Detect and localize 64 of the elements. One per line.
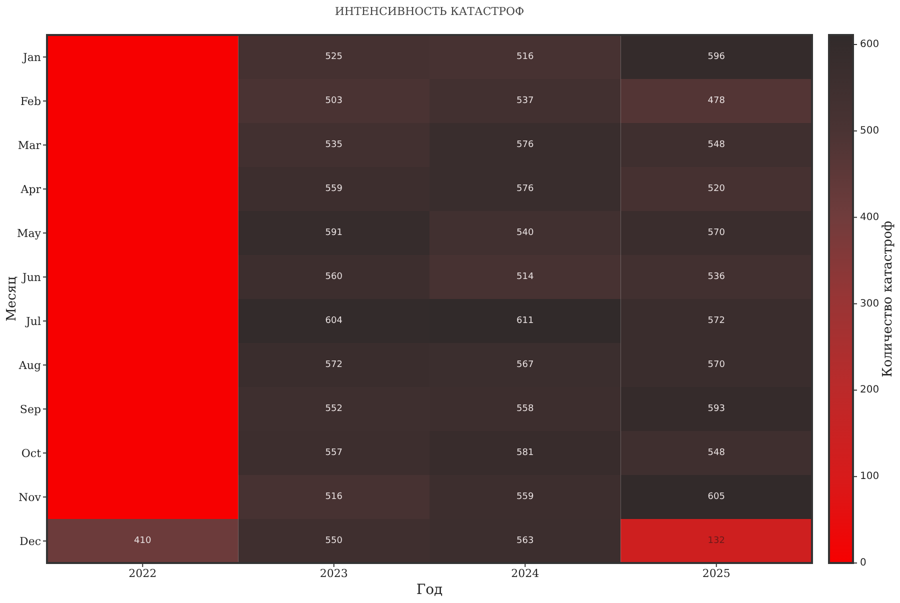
data-label: 548 bbox=[708, 140, 726, 150]
color-bar-label: 100 bbox=[860, 471, 880, 482]
y-tick-label: Sep bbox=[20, 402, 41, 416]
data-label: 570 bbox=[708, 228, 726, 238]
data-label: 591 bbox=[325, 228, 342, 238]
x-tick-label: 2023 bbox=[320, 566, 348, 580]
data-label: 537 bbox=[516, 96, 534, 106]
data-label: 410 bbox=[134, 536, 152, 546]
color-bar-label: 200 bbox=[860, 384, 880, 396]
data-label: 576 bbox=[516, 184, 534, 194]
data-label: 581 bbox=[516, 448, 534, 458]
y-tick-label: Jan bbox=[22, 50, 41, 64]
data-label: 604 bbox=[325, 316, 343, 326]
y-tick-label: Oct bbox=[21, 446, 42, 460]
data-label: 567 bbox=[516, 360, 534, 370]
y-tick-label: Apr bbox=[20, 182, 42, 196]
color-bar-label: 600 bbox=[860, 39, 880, 50]
data-label: 596 bbox=[708, 52, 726, 62]
y-tick-label: Dec bbox=[20, 534, 41, 548]
x-tick-label: 2025 bbox=[702, 566, 730, 580]
y-tick-label: Jun bbox=[21, 270, 41, 284]
color-bar-label: 0 bbox=[860, 558, 866, 568]
y-axis-title: Месяц bbox=[4, 276, 20, 322]
data-label: 548 bbox=[708, 448, 726, 458]
y-tick-label: Feb bbox=[20, 94, 41, 108]
data-label: 503 bbox=[325, 96, 342, 106]
color-bar-title: Количество катастроф bbox=[880, 220, 896, 378]
data-label: 563 bbox=[516, 536, 534, 546]
y-tick-label: May bbox=[16, 226, 42, 240]
data-label: 557 bbox=[325, 448, 342, 458]
data-label: 611 bbox=[516, 316, 534, 326]
data-label: 550 bbox=[325, 536, 343, 546]
data-label: 536 bbox=[708, 272, 726, 282]
x-axis-title: Год bbox=[416, 582, 444, 598]
data-label: 132 bbox=[708, 536, 725, 546]
x-tick-label: 2022 bbox=[128, 566, 157, 580]
data-label: 593 bbox=[708, 404, 725, 414]
data-label: 560 bbox=[325, 272, 343, 282]
y-tick-label: Aug bbox=[18, 358, 41, 372]
data-label: 516 bbox=[516, 52, 534, 62]
chart-title: ИНТЕНСИВНОСТЬ КАТАСТРОФ bbox=[334, 5, 524, 18]
data-label: 576 bbox=[516, 140, 534, 150]
data-label: 559 bbox=[516, 492, 534, 502]
y-tick-label: Nov bbox=[18, 490, 42, 504]
data-label: 572 bbox=[325, 360, 342, 370]
data-label: 572 bbox=[708, 316, 725, 326]
data-label: 552 bbox=[325, 404, 342, 414]
data-label: 605 bbox=[708, 492, 725, 502]
data-label: 516 bbox=[325, 492, 343, 502]
data-label: 478 bbox=[708, 96, 726, 106]
data-label: 540 bbox=[516, 228, 534, 238]
color-bar-label: 400 bbox=[860, 212, 880, 223]
y-tick-label: Mar bbox=[18, 138, 42, 152]
data-label: 570 bbox=[708, 360, 726, 370]
data-label: 514 bbox=[516, 272, 534, 282]
data-label: 520 bbox=[708, 184, 726, 194]
y-tick-label: Jul bbox=[24, 314, 42, 328]
color-bar-label: 300 bbox=[860, 298, 880, 310]
data-label: 535 bbox=[325, 140, 342, 150]
x-tick-label: 2024 bbox=[511, 566, 540, 580]
color-bar-label: 500 bbox=[860, 125, 880, 136]
data-label: 559 bbox=[325, 184, 343, 194]
data-label: 558 bbox=[516, 404, 534, 414]
data-label: 525 bbox=[325, 52, 342, 62]
